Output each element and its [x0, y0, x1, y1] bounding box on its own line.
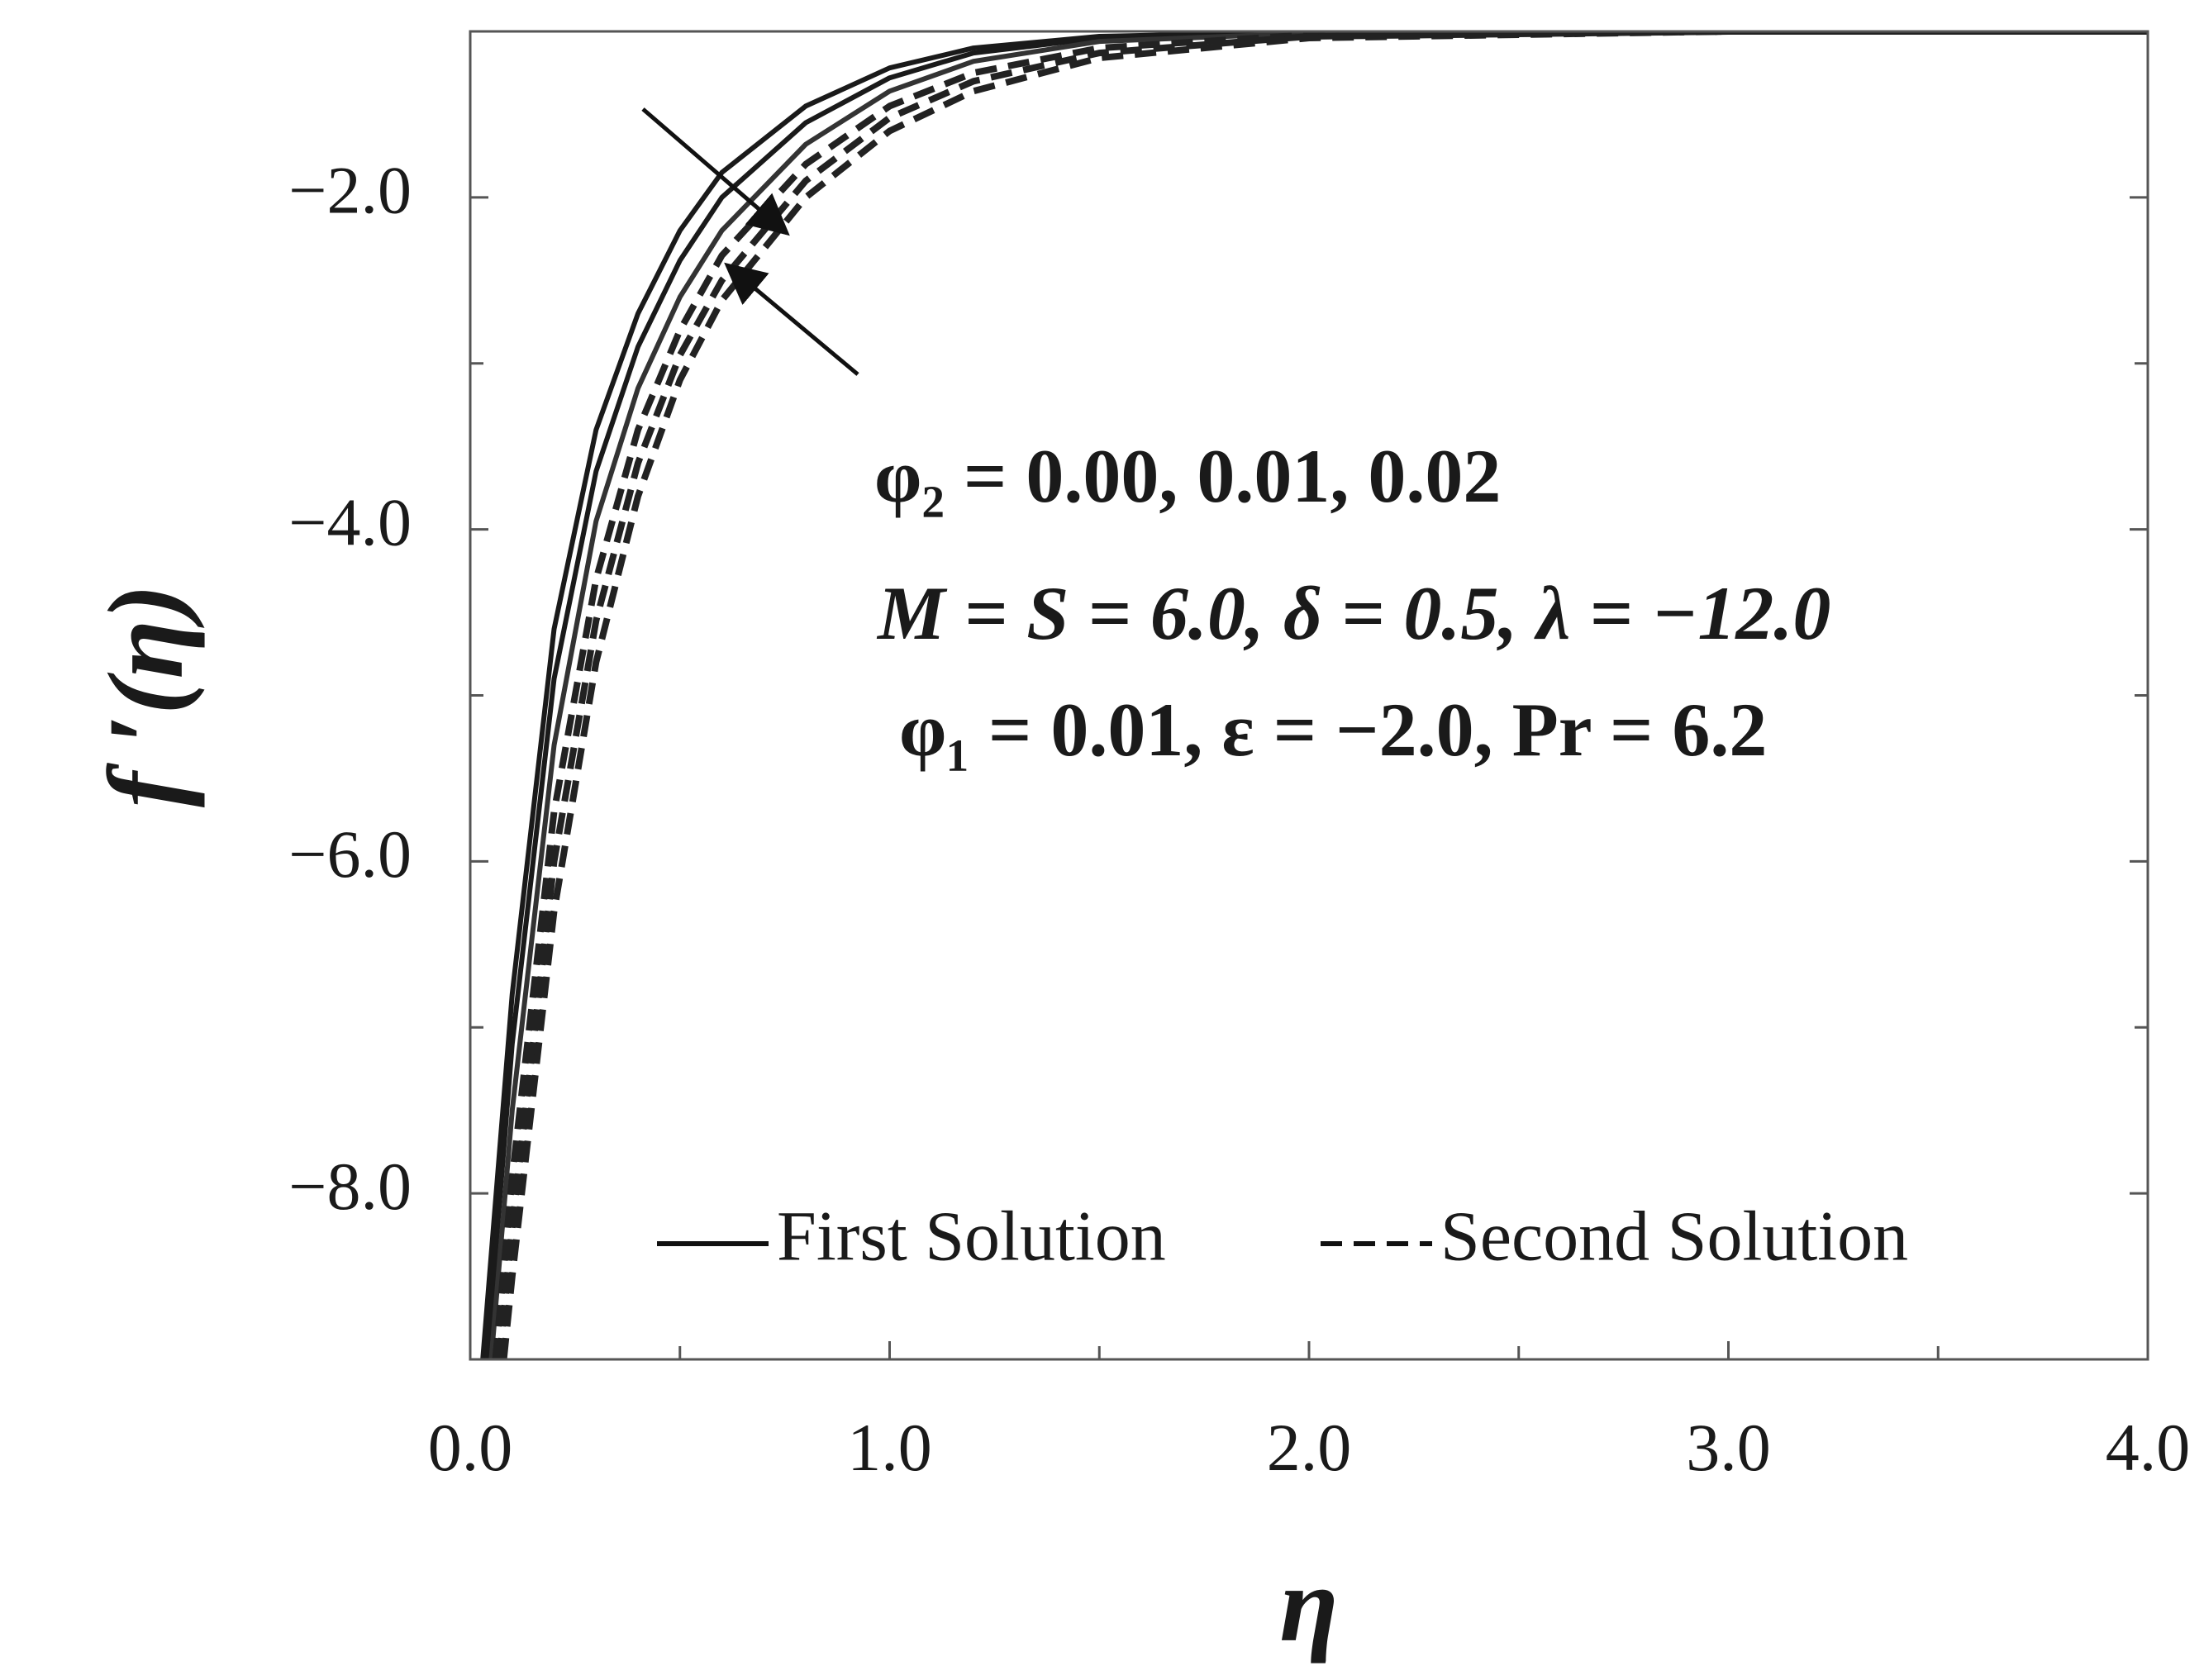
annotation: φ₂ = 0.00, 0.01, 0.02 — [874, 434, 1501, 518]
x-tick-label: 2.0 — [1267, 1410, 1352, 1485]
annotation: M = S = 6.0, δ = 0.5, λ = −12.0 — [876, 571, 1830, 655]
legend-label: Second Solution — [1440, 1197, 1908, 1276]
legend-label: First Solution — [777, 1197, 1166, 1276]
y-axis-title: f ′(η) — [87, 584, 206, 807]
arrow — [641, 107, 790, 236]
x-tick-label: 0.0 — [428, 1410, 513, 1485]
x-tick-label: 4.0 — [2106, 1410, 2191, 1485]
y-tick-label: −6.0 — [288, 816, 412, 892]
x-tick-label: 3.0 — [1686, 1410, 1771, 1485]
x-tick-label: 1.0 — [847, 1410, 932, 1485]
line-series — [500, 31, 2148, 1359]
y-tick-label: −2.0 — [288, 153, 412, 228]
arrow — [724, 262, 859, 376]
y-tick-label: −8.0 — [288, 1149, 412, 1224]
x-axis-title: η — [1279, 1545, 1338, 1664]
y-tick-label: −4.0 — [288, 484, 412, 559]
annotation: φ₁ = 0.01, ε = −2.0, Pr = 6.2 — [899, 688, 1767, 772]
